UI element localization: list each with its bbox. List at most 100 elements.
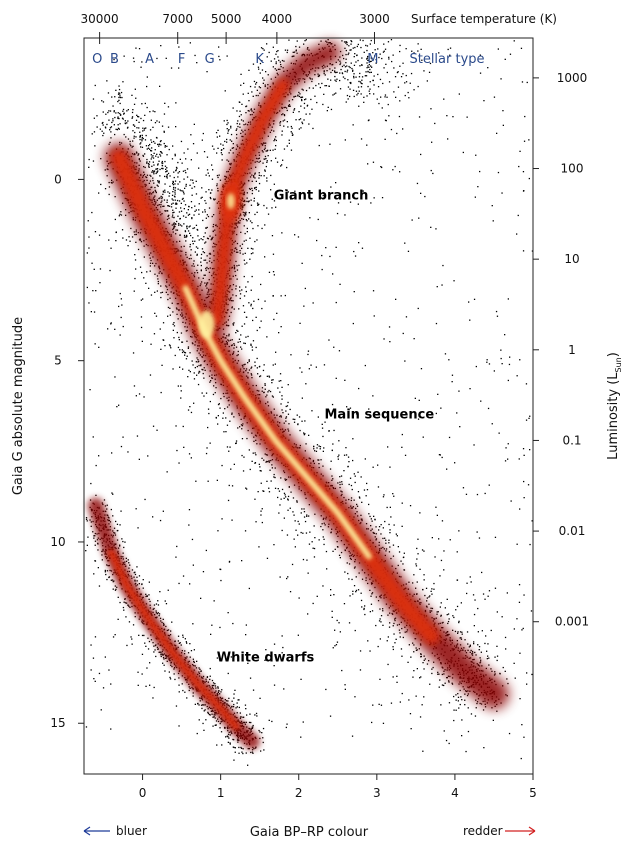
star-point — [206, 237, 209, 239]
star-point — [193, 378, 196, 380]
star-point — [245, 708, 247, 710]
star-point — [228, 315, 231, 317]
star-point — [286, 109, 288, 112]
star-point — [170, 206, 173, 208]
star-point — [174, 183, 176, 185]
star-point — [369, 71, 371, 74]
star-point — [268, 376, 271, 378]
star-point — [211, 189, 213, 191]
star-point — [211, 178, 214, 180]
star-point — [237, 221, 240, 223]
star-point — [142, 154, 144, 157]
star-point — [149, 174, 151, 176]
star-point — [379, 78, 382, 81]
star-point — [473, 643, 475, 645]
star-point — [366, 49, 368, 52]
star-point — [161, 152, 163, 154]
star-point — [211, 261, 213, 264]
star-point — [241, 129, 243, 131]
star-point — [122, 118, 124, 120]
star-point — [388, 542, 390, 544]
star-point — [396, 624, 399, 626]
star-point — [466, 631, 469, 633]
star-point — [245, 211, 247, 213]
star-point — [286, 121, 288, 123]
star-point — [224, 408, 226, 410]
star-point — [235, 129, 237, 131]
star-point — [363, 101, 365, 103]
star-point — [151, 141, 153, 143]
star-point — [271, 207, 273, 209]
star-point — [186, 225, 188, 227]
star-point — [178, 336, 180, 339]
star-point — [480, 651, 482, 653]
star-point — [171, 216, 173, 218]
star-point — [161, 162, 163, 164]
star-point — [435, 617, 437, 619]
star-point — [195, 667, 198, 669]
star-point — [120, 91, 123, 94]
star-point — [282, 67, 284, 69]
star-point — [100, 183, 102, 186]
star-point — [198, 704, 200, 706]
star-point — [120, 214, 123, 216]
star-point — [337, 59, 339, 61]
star-point — [179, 234, 181, 236]
star-point — [405, 74, 407, 77]
star-point — [226, 159, 228, 161]
star-point — [292, 55, 294, 57]
star-point — [361, 64, 363, 66]
star-point — [206, 287, 208, 289]
star-point — [354, 566, 356, 568]
star-point — [163, 131, 165, 133]
star-point — [135, 136, 137, 138]
star-point — [211, 237, 213, 239]
star-point — [350, 82, 352, 85]
star-point — [184, 187, 186, 189]
star-point — [250, 108, 252, 110]
star-point — [404, 631, 406, 633]
star-point — [290, 93, 292, 95]
star-point — [134, 233, 136, 236]
star-point — [187, 652, 190, 654]
star-point — [197, 264, 199, 266]
star-point — [198, 209, 200, 211]
star-point — [198, 352, 200, 354]
star-point — [356, 503, 358, 506]
star-point — [199, 354, 201, 356]
star-point — [178, 200, 181, 202]
star-point — [384, 520, 386, 523]
star-point — [335, 61, 337, 63]
star-point — [151, 156, 153, 158]
star-point — [204, 242, 206, 244]
star-point — [465, 690, 467, 692]
star-point — [146, 106, 148, 109]
star-point — [142, 155, 145, 157]
star-point — [378, 541, 380, 544]
star-point — [446, 598, 448, 600]
star-point — [131, 94, 133, 96]
star-point — [371, 593, 373, 595]
star-point — [384, 537, 386, 539]
star-point — [124, 122, 127, 125]
star-point — [261, 387, 264, 389]
star-point — [361, 57, 363, 59]
star-point — [137, 248, 140, 251]
star-point — [269, 469, 271, 471]
star-point — [189, 225, 191, 227]
star-point — [394, 618, 396, 620]
star-point — [226, 119, 228, 122]
star-point — [502, 666, 504, 669]
star-point — [339, 88, 342, 90]
star-point — [150, 175, 152, 177]
star-point — [341, 40, 343, 42]
star-point — [140, 146, 142, 148]
star-point — [346, 65, 348, 67]
star-point — [186, 329, 188, 332]
star-point — [350, 43, 352, 45]
star-point — [256, 443, 258, 445]
star-point — [363, 51, 365, 53]
star-point — [266, 150, 268, 152]
star-point — [314, 95, 316, 97]
star-point — [182, 170, 185, 172]
